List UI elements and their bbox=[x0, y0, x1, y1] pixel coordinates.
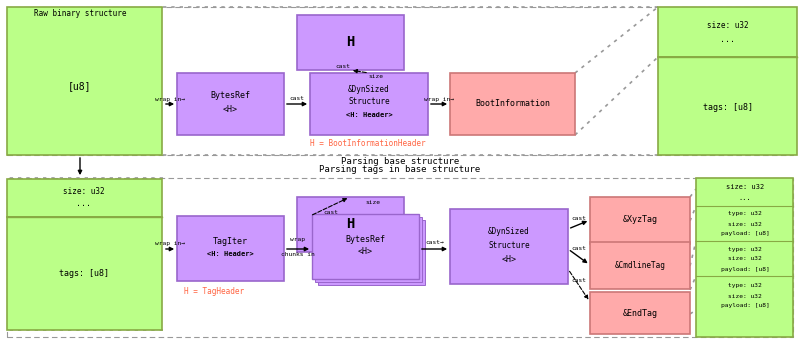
Text: payload: [u8]: payload: [u8] bbox=[721, 267, 770, 271]
Text: wrap in→: wrap in→ bbox=[155, 240, 185, 246]
Text: &CmdlineTag: &CmdlineTag bbox=[614, 260, 666, 269]
Text: size: u32: size: u32 bbox=[728, 293, 762, 299]
Bar bbox=[450, 209, 568, 284]
Text: type: u32: type: u32 bbox=[728, 247, 762, 251]
Text: Structure: Structure bbox=[488, 240, 530, 249]
Bar bbox=[590, 197, 690, 244]
Bar bbox=[177, 73, 284, 135]
Bar bbox=[590, 292, 690, 334]
Text: ...: ... bbox=[721, 34, 735, 43]
Text: payload: [u8]: payload: [u8] bbox=[721, 232, 770, 237]
Text: cast: cast bbox=[571, 279, 586, 283]
Text: wrap in→: wrap in→ bbox=[424, 97, 454, 101]
Bar bbox=[310, 73, 428, 135]
Text: payload: [u8]: payload: [u8] bbox=[721, 303, 770, 309]
Text: ...: ... bbox=[77, 200, 91, 208]
Text: <H: Header>: <H: Header> bbox=[346, 112, 392, 118]
Text: cast: cast bbox=[571, 216, 586, 222]
Text: Structure: Structure bbox=[348, 97, 390, 107]
Bar bbox=[177, 216, 284, 281]
Text: Raw binary structure: Raw binary structure bbox=[34, 10, 126, 19]
Text: TagIter: TagIter bbox=[213, 237, 247, 246]
Text: type: u32: type: u32 bbox=[728, 283, 762, 289]
Text: BootInformation: BootInformation bbox=[475, 99, 550, 108]
Text: Parsing base structure: Parsing base structure bbox=[341, 158, 459, 166]
Bar bbox=[450, 73, 575, 135]
Text: cast: cast bbox=[335, 64, 350, 68]
Bar bbox=[318, 220, 425, 285]
Bar bbox=[297, 15, 404, 70]
Text: <H>: <H> bbox=[222, 105, 238, 114]
Text: size: size bbox=[368, 74, 383, 78]
Text: size: u32: size: u32 bbox=[707, 21, 749, 31]
Text: <H: Header>: <H: Header> bbox=[206, 251, 254, 257]
Text: wrap in→: wrap in→ bbox=[155, 97, 185, 101]
Text: BytesRef: BytesRef bbox=[210, 92, 250, 100]
Text: size: u32: size: u32 bbox=[728, 257, 762, 261]
Bar bbox=[7, 178, 793, 337]
Bar bbox=[696, 178, 793, 337]
Text: &DynSized: &DynSized bbox=[348, 86, 390, 95]
Bar bbox=[7, 179, 162, 217]
Bar bbox=[658, 57, 797, 155]
Bar bbox=[7, 217, 162, 330]
Text: size: u32: size: u32 bbox=[63, 187, 105, 196]
Text: tags: [u8]: tags: [u8] bbox=[59, 269, 109, 279]
Bar bbox=[312, 214, 419, 279]
Text: size: u32: size: u32 bbox=[726, 184, 764, 190]
Text: H: H bbox=[346, 35, 354, 49]
Text: Parsing tags in base structure: Parsing tags in base structure bbox=[319, 164, 481, 173]
Bar bbox=[315, 217, 422, 282]
Bar bbox=[7, 7, 162, 155]
Text: tags: [u8]: tags: [u8] bbox=[703, 103, 753, 111]
Text: H: H bbox=[346, 217, 354, 231]
Text: [u8]: [u8] bbox=[68, 81, 92, 91]
Text: cast→: cast→ bbox=[426, 240, 444, 246]
Bar bbox=[590, 242, 690, 289]
Text: &DynSized: &DynSized bbox=[488, 227, 530, 237]
Bar bbox=[297, 197, 404, 252]
Text: cast: cast bbox=[571, 247, 586, 251]
Bar bbox=[658, 7, 797, 57]
Text: &XyzTag: &XyzTag bbox=[622, 215, 658, 225]
Bar bbox=[7, 7, 793, 155]
Text: &EndTag: &EndTag bbox=[622, 309, 658, 318]
Text: cast: cast bbox=[323, 211, 338, 215]
Text: type: u32: type: u32 bbox=[728, 212, 762, 216]
Text: <H>: <H> bbox=[502, 255, 517, 264]
Text: size: u32: size: u32 bbox=[728, 222, 762, 226]
Text: cast: cast bbox=[290, 97, 305, 101]
Text: ...: ... bbox=[738, 195, 751, 201]
Text: H = TagHeader: H = TagHeader bbox=[184, 288, 244, 297]
Text: chunks in: chunks in bbox=[281, 251, 315, 257]
Text: BytesRef: BytesRef bbox=[345, 235, 385, 244]
Text: H = BootInformationHeader: H = BootInformationHeader bbox=[310, 140, 426, 149]
Text: <H>: <H> bbox=[358, 247, 373, 257]
Text: size: size bbox=[365, 200, 380, 204]
Text: wrap: wrap bbox=[290, 237, 306, 241]
